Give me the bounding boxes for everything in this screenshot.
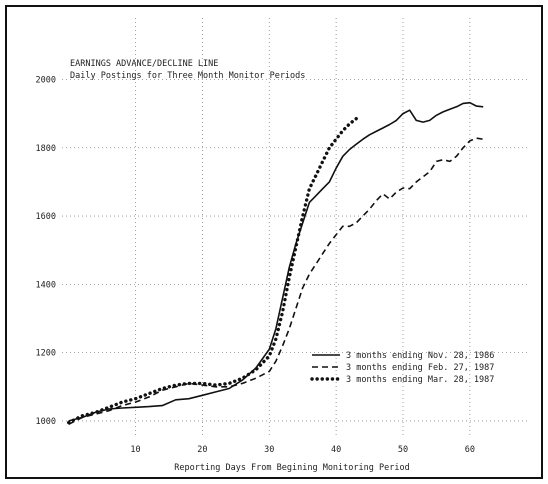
y-tick-label: 2000 <box>36 75 56 85</box>
series-line-1 <box>68 101 484 422</box>
x-tick-label: 40 <box>331 445 341 455</box>
y-tick-label: 1200 <box>36 349 56 359</box>
legend-label: 3 months ending Nov. 28, 1986 <box>346 351 494 361</box>
chart-frame <box>5 5 543 479</box>
series-lines <box>67 101 484 426</box>
series-line-2 <box>68 137 484 426</box>
y-tick-label: 1800 <box>36 144 56 154</box>
legend: 3 months ending Nov. 28, 1986 3 months en… <box>310 351 494 385</box>
y-axis: 1000 1200 1400 1600 1800 2000 <box>36 75 56 426</box>
y-tick-label: 1600 <box>36 212 56 222</box>
y-tick-label: 1000 <box>36 417 56 427</box>
chart-subtitle: Daily Postings for Three Month Monitor P… <box>70 71 305 81</box>
chart-title: EARNINGS ADVANCE/DECLINE LINE <box>70 59 218 69</box>
x-tick-label: 10 <box>130 445 140 455</box>
x-tick-label: 30 <box>264 445 274 455</box>
x-tick-label: 50 <box>398 445 408 455</box>
x-axis-label: Reporting Days From Begining Monitoring … <box>174 463 409 473</box>
series-line-3 <box>67 117 358 425</box>
x-tick-label: 20 <box>197 445 207 455</box>
x-tick-label: 60 <box>465 445 475 455</box>
legend-label: 3 months ending Mar. 28, 1987 <box>346 375 494 385</box>
legend-label: 3 months ending Feb. 27, 1987 <box>346 363 494 373</box>
x-axis: 10 20 30 40 50 60 <box>130 445 475 455</box>
y-tick-label: 1400 <box>36 280 56 290</box>
